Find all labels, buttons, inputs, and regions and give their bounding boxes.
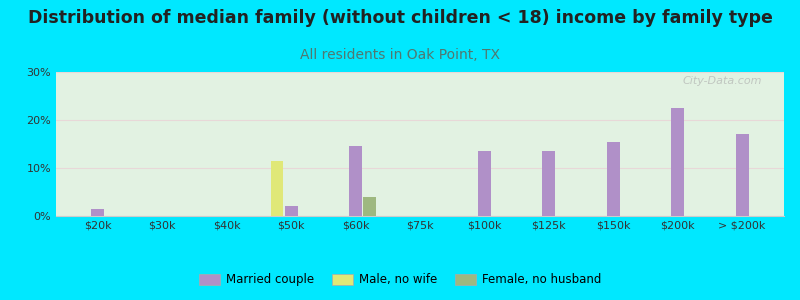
Bar xyxy=(671,108,684,216)
Text: All residents in Oak Point, TX: All residents in Oak Point, TX xyxy=(300,48,500,62)
Bar xyxy=(542,151,555,216)
Bar xyxy=(736,134,749,216)
Text: Distribution of median family (without children < 18) income by family type: Distribution of median family (without c… xyxy=(27,9,773,27)
Bar xyxy=(285,206,298,216)
Bar xyxy=(349,146,362,216)
Bar xyxy=(363,197,376,216)
Bar xyxy=(607,142,620,216)
Text: City-Data.com: City-Data.com xyxy=(682,76,762,86)
Bar xyxy=(270,161,283,216)
Bar xyxy=(478,151,491,216)
Bar xyxy=(91,209,104,216)
Legend: Married couple, Male, no wife, Female, no husband: Married couple, Male, no wife, Female, n… xyxy=(194,269,606,291)
